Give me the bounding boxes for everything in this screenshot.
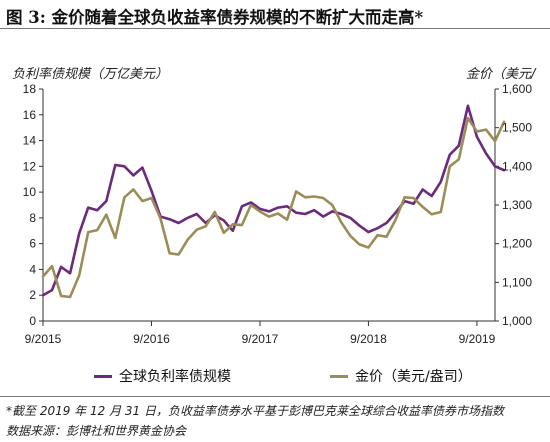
footnote: *截至 2019 年 12 月 31 日，负收益率债券水平基于彭博巴克莱全球综合… xyxy=(6,404,504,418)
left-tick-label: 16 xyxy=(23,108,37,122)
right-tick-label: 1,200 xyxy=(502,237,532,251)
chart-axes xyxy=(39,88,499,326)
x-tick-label: 9/2018 xyxy=(350,332,387,346)
legend-swatch-gold xyxy=(330,375,348,378)
legend-swatch-negative-debt xyxy=(94,375,112,378)
right-tick-label: 1,300 xyxy=(502,198,532,212)
left-axis-title: 负利率债规模（万亿美元） xyxy=(12,67,169,82)
x-tick-label: 9/2017 xyxy=(242,332,279,346)
right-tick-label: 1,400 xyxy=(502,159,532,173)
left-tick-label: 8 xyxy=(29,211,36,225)
x-tick-label: 9/2019 xyxy=(459,332,496,346)
title-rule xyxy=(0,28,550,29)
left-tick-label: 10 xyxy=(23,185,37,199)
footnote-rule xyxy=(0,396,550,397)
x-tick-label: 9/2015 xyxy=(25,332,62,346)
gold-price-line xyxy=(41,116,506,299)
right-tick-label: 1,000 xyxy=(502,314,532,328)
chart-title: 图 3: 金价随着全球负收益率债券规模的不断扩大而走高* xyxy=(6,8,424,27)
left-tick-label: 2 xyxy=(29,288,36,302)
left-tick-label: 12 xyxy=(23,159,37,173)
chart-lines xyxy=(41,104,506,299)
negative-yield-debt-line xyxy=(41,104,506,297)
legend-label-gold: 金价（美元/盎司） xyxy=(355,369,472,385)
x-tick-label: 9/2016 xyxy=(133,332,170,346)
left-tick-label: 4 xyxy=(29,262,36,276)
source-note: 数据来源：彭博社和世界黄金协会 xyxy=(6,424,187,438)
left-tick-label: 0 xyxy=(29,314,36,328)
right-tick-label: 1,100 xyxy=(502,275,532,289)
right-axis-title: 金价（美元/ xyxy=(466,67,536,82)
legend-label-negative-debt: 全球负利率债规模 xyxy=(119,369,231,385)
left-tick-label: 6 xyxy=(29,237,36,251)
chart-tick-labels: 0 2 4 6 8 10 12 14 16 18 1,000 1,100 1,200 1,300 1,400… xyxy=(23,82,533,346)
left-tick-label: 18 xyxy=(23,82,37,96)
right-tick-label: 1,600 xyxy=(502,82,532,96)
left-tick-label: 14 xyxy=(23,134,37,148)
right-tick-label: 1,500 xyxy=(502,121,532,135)
